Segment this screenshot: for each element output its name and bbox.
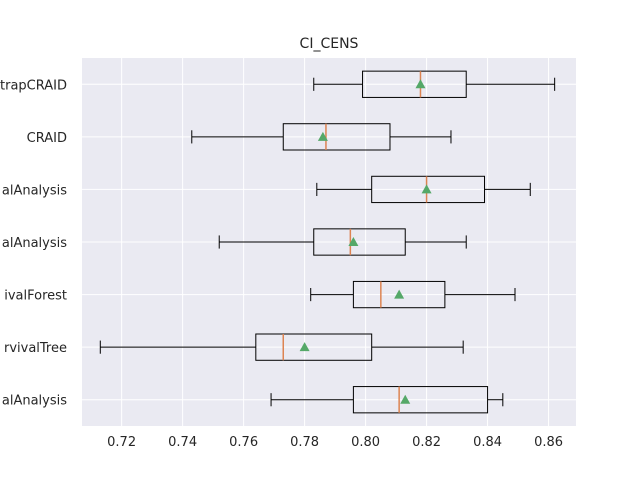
box-item — [316, 175, 531, 204]
x-tick-label: 0.76 — [229, 435, 258, 450]
mean-marker — [421, 184, 432, 194]
y-tick-label: alAnalysis — [2, 183, 67, 198]
mean-marker — [400, 394, 411, 404]
mean-marker — [317, 131, 328, 141]
mean-marker — [394, 289, 405, 299]
box-item — [218, 228, 467, 256]
box-iqr — [282, 123, 391, 151]
box-iqr — [371, 175, 486, 204]
box-iqr — [352, 280, 446, 309]
box-iqr — [255, 333, 373, 361]
y-tick-label: CRAID — [27, 131, 67, 146]
x-tick-label: 0.78 — [290, 435, 319, 450]
box-iqr — [313, 228, 406, 256]
chart-title: CI_CENS — [300, 36, 359, 52]
x-tick-label: 0.74 — [168, 435, 197, 450]
x-tick-label: 0.86 — [534, 435, 563, 450]
y-tick-label: alAnalysis — [2, 236, 67, 251]
y-tick-label: trapCRAID — [0, 78, 67, 93]
x-tick-labels: 0.72 0.74 0.76 0.78 0.80 0.82 0.84 0.86 — [107, 435, 563, 450]
x-tick-label: 0.80 — [351, 435, 380, 450]
box-iqr — [352, 386, 489, 414]
box-item — [313, 70, 556, 98]
box-item — [270, 386, 504, 414]
mean-marker — [415, 79, 426, 89]
mean-marker — [348, 237, 359, 246]
y-tick-label: ivalForest — [4, 289, 67, 304]
x-tick-label: 0.72 — [107, 435, 136, 450]
box-item — [99, 333, 464, 361]
y-tick-label: rvivalTree — [4, 341, 67, 356]
x-tick-label: 0.84 — [473, 435, 502, 450]
y-tick-labels: trapCRAID CRAID alAnalysis alAnalysis ivalFo… — [0, 78, 67, 408]
mean-marker — [299, 342, 310, 352]
boxes-group — [99, 70, 556, 414]
x-tick-label: 0.82 — [412, 435, 441, 450]
box-item — [191, 123, 452, 151]
box-item — [310, 280, 516, 309]
box-iqr — [362, 70, 467, 98]
y-tick-label: alAnalysis — [2, 394, 67, 409]
